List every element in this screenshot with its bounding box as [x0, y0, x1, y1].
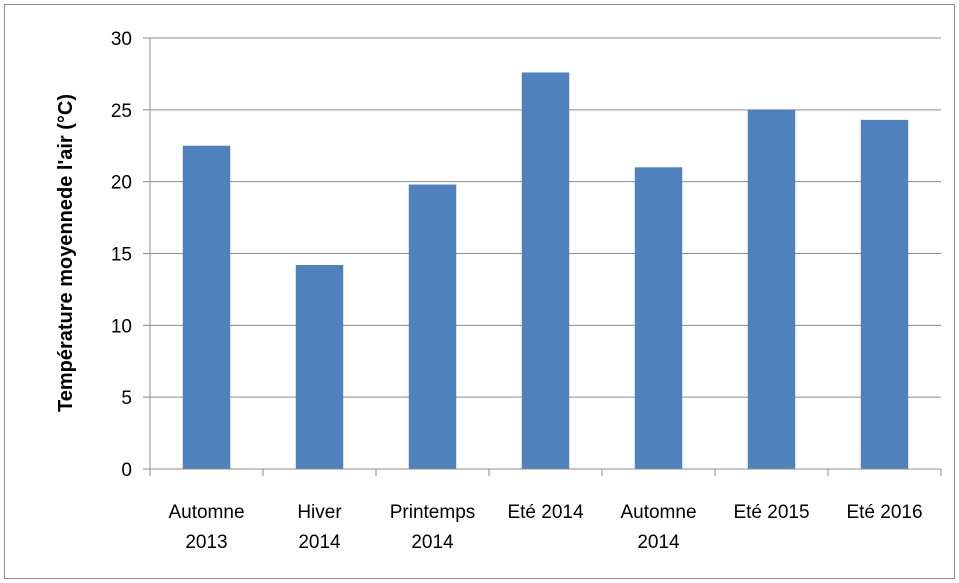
- x-tick-label: Hiver 2014: [297, 502, 342, 553]
- bar: [747, 109, 796, 469]
- x-tick-label: Automne 2014: [620, 502, 696, 553]
- y-tick-label: 20: [111, 173, 132, 194]
- y-tick-label: 15: [111, 245, 132, 266]
- y-tick-labels: 0 5 10 15 20 25 30: [111, 29, 132, 481]
- axes: [143, 37, 942, 476]
- x-tick-labels: Automne 2013 Hiver 2014 Printemps 2014 Eté 201…: [168, 502, 922, 553]
- y-tick-label: 5: [121, 388, 132, 409]
- bars: [182, 72, 909, 470]
- x-tick-label: Eté 2015: [733, 502, 809, 523]
- y-axis-label: Température moyennede l'air (°C): [55, 94, 77, 412]
- x-tick-label: Printemps 2014: [390, 502, 476, 553]
- x-tick-label: Eté 2014: [507, 502, 583, 523]
- bar: [182, 145, 231, 469]
- bar: [295, 264, 344, 469]
- y-tick-label: 0: [121, 460, 132, 481]
- chart-frame: [4, 4, 955, 579]
- bar: [521, 72, 570, 469]
- bar: [634, 167, 683, 470]
- bar: [860, 119, 909, 469]
- bar: [408, 184, 457, 470]
- y-tick-label: 30: [111, 29, 132, 50]
- y-tick-label: 10: [111, 316, 132, 337]
- y-tick-label: 25: [111, 101, 132, 122]
- x-tick-label: Eté 2016: [846, 502, 922, 523]
- x-tick-label: Automne 2013: [168, 502, 244, 553]
